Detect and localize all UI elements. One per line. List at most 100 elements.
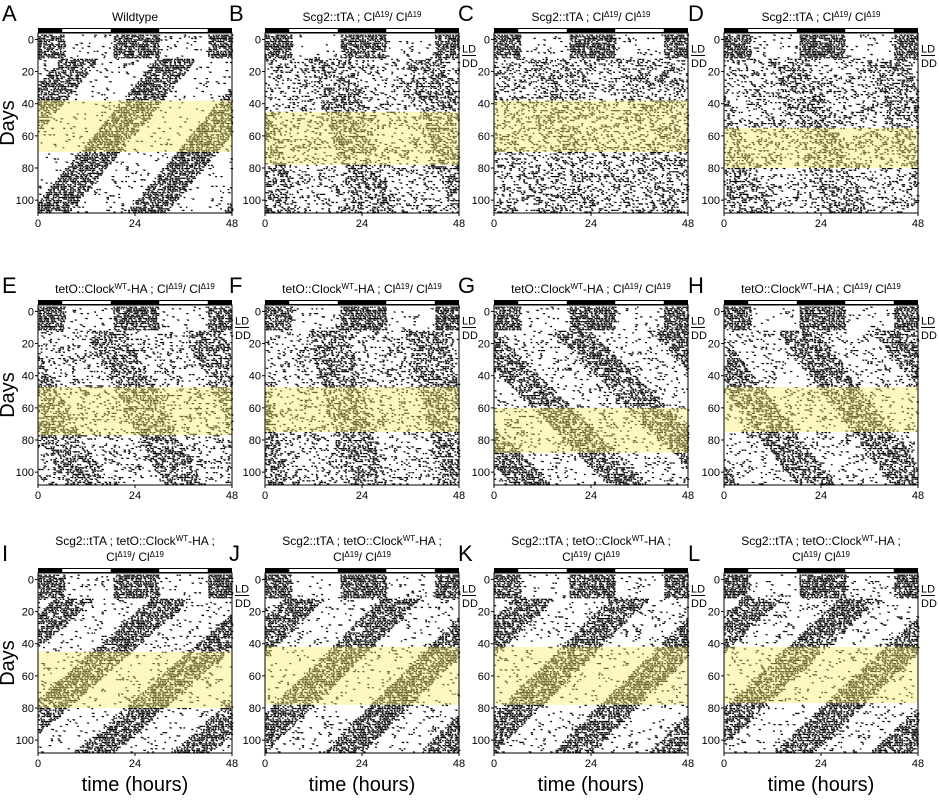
dd-label: DD [235,598,251,610]
title-part: Δ19 [407,10,422,19]
ld-label: LD [462,583,476,595]
title-part: Δ19 [428,282,443,291]
yellow-band [724,127,918,168]
title-part: Δ19 [887,282,902,291]
y-tick-label: 80 [249,703,261,715]
ld-bar-dark [724,300,918,305]
title-part: / Cl [618,10,636,24]
x-tick-label: 0 [262,218,268,230]
y-tick-label: 40 [249,371,261,383]
title-part: Cl [792,550,803,564]
title-part: -HA ; [415,534,442,548]
x-tick-label: 48 [453,218,465,230]
ld-bar-light [386,301,435,304]
y-tick-label: 80 [708,703,720,715]
y-tick-label: 80 [249,163,261,175]
dd-label: DD [462,58,478,70]
ld-label: LD [921,583,935,595]
panel-title: Scg2::tTA ; ClΔ19/ ClΔ19 [303,10,423,25]
ld-bar-light [159,29,208,32]
title-part: tetO::Clock [511,282,571,296]
y-tick-label: 40 [22,99,34,111]
ld-bar-dark [724,28,918,33]
activity-texture [38,34,234,213]
ld-bar-light [386,569,435,572]
y-tick-label: 100 [16,195,34,207]
panel-title: ClΔ19/ ClΔ19 [333,550,391,565]
y-tick-label: 0 [255,306,261,318]
y-tick-label: 100 [243,195,261,207]
y-tick-label: 20 [478,607,490,619]
title-part: WT [632,534,645,543]
ld-bar-light [615,29,664,32]
title-part: Δ19 [117,550,132,559]
y-tick-label: 20 [22,607,34,619]
panel-letter: B [229,1,244,26]
ld-bar-light [845,569,894,572]
y-tick-label: 80 [22,163,34,175]
yellow-band [494,407,688,453]
ld-label: LD [691,43,705,55]
title-part: -HA ; Cl [813,282,854,296]
ld-bar-light [62,29,111,32]
ld-label: LD [691,583,705,595]
y-tick-label: 80 [708,163,720,175]
title-part: Δ19 [606,550,621,559]
x-tick-label: 48 [226,218,238,230]
panel-letter: F [229,273,242,298]
panel-title: Scg2::tTA ; tetO::ClockWT-HA ; [282,534,442,549]
title-part: / Cl [389,10,407,24]
x-tick-label: 48 [226,758,238,770]
y-tick-label: 20 [249,67,261,79]
panel-title: ClΔ19/ ClΔ19 [562,550,620,565]
ld-label: LD [921,315,935,327]
x-tick-label: 48 [453,758,465,770]
ld-bar-dark [494,568,688,573]
x-tick-label: 48 [682,490,694,502]
y-tick-label: 40 [478,371,490,383]
title-part: Scg2::tTA ; Cl [532,10,604,24]
title-part: / Cl [639,282,657,296]
yellow-band [38,651,232,708]
ld-bar-light [518,29,567,32]
title-part: Wildtype [112,10,158,24]
title-part: WT [801,282,814,291]
y-tick-label: 0 [28,34,34,46]
activity-texture [494,306,690,485]
title-part: Scg2::tTA ; tetO::Clock [55,534,176,548]
y-axis-label: Days [0,372,19,418]
title-part: -HA ; [188,534,215,548]
y-tick-label: 40 [249,639,261,651]
ld-bar-dark [724,568,918,573]
x-tick-label: 24 [129,218,141,230]
y-tick-label: 100 [472,735,490,747]
ld-bar-light [62,301,111,304]
yellow-band [494,646,688,705]
x-tick-label: 0 [35,758,41,770]
panel-title: Scg2::tTA ; tetO::ClockWT-HA ; [55,534,215,549]
title-part: WT [571,282,584,291]
ld-bar-dark [38,28,232,33]
dd-label: DD [921,58,937,70]
title-part: / Cl [848,10,866,24]
y-tick-label: 40 [249,99,261,111]
title-part: tetO::Clock [282,282,342,296]
y-tick-label: 40 [708,371,720,383]
activity-texture [265,34,461,213]
x-tick-label: 0 [35,218,41,230]
y-tick-label: 100 [702,195,720,207]
ld-bar-light [845,301,894,304]
y-tick-label: 20 [478,339,490,351]
x-tick-label: 48 [682,758,694,770]
x-tick-label: 24 [356,490,368,502]
yellow-band [38,100,232,152]
ld-bar-light [615,569,664,572]
x-axis-label: time (hours) [309,774,416,796]
title-part: Scg2::tTA ; Cl [762,10,834,24]
yellow-band [265,386,459,432]
x-tick-label: 24 [815,218,827,230]
title-part: tetO::Clock [741,282,801,296]
ld-bar-light [386,29,435,32]
yellow-band [265,646,459,705]
x-tick-label: 48 [226,490,238,502]
